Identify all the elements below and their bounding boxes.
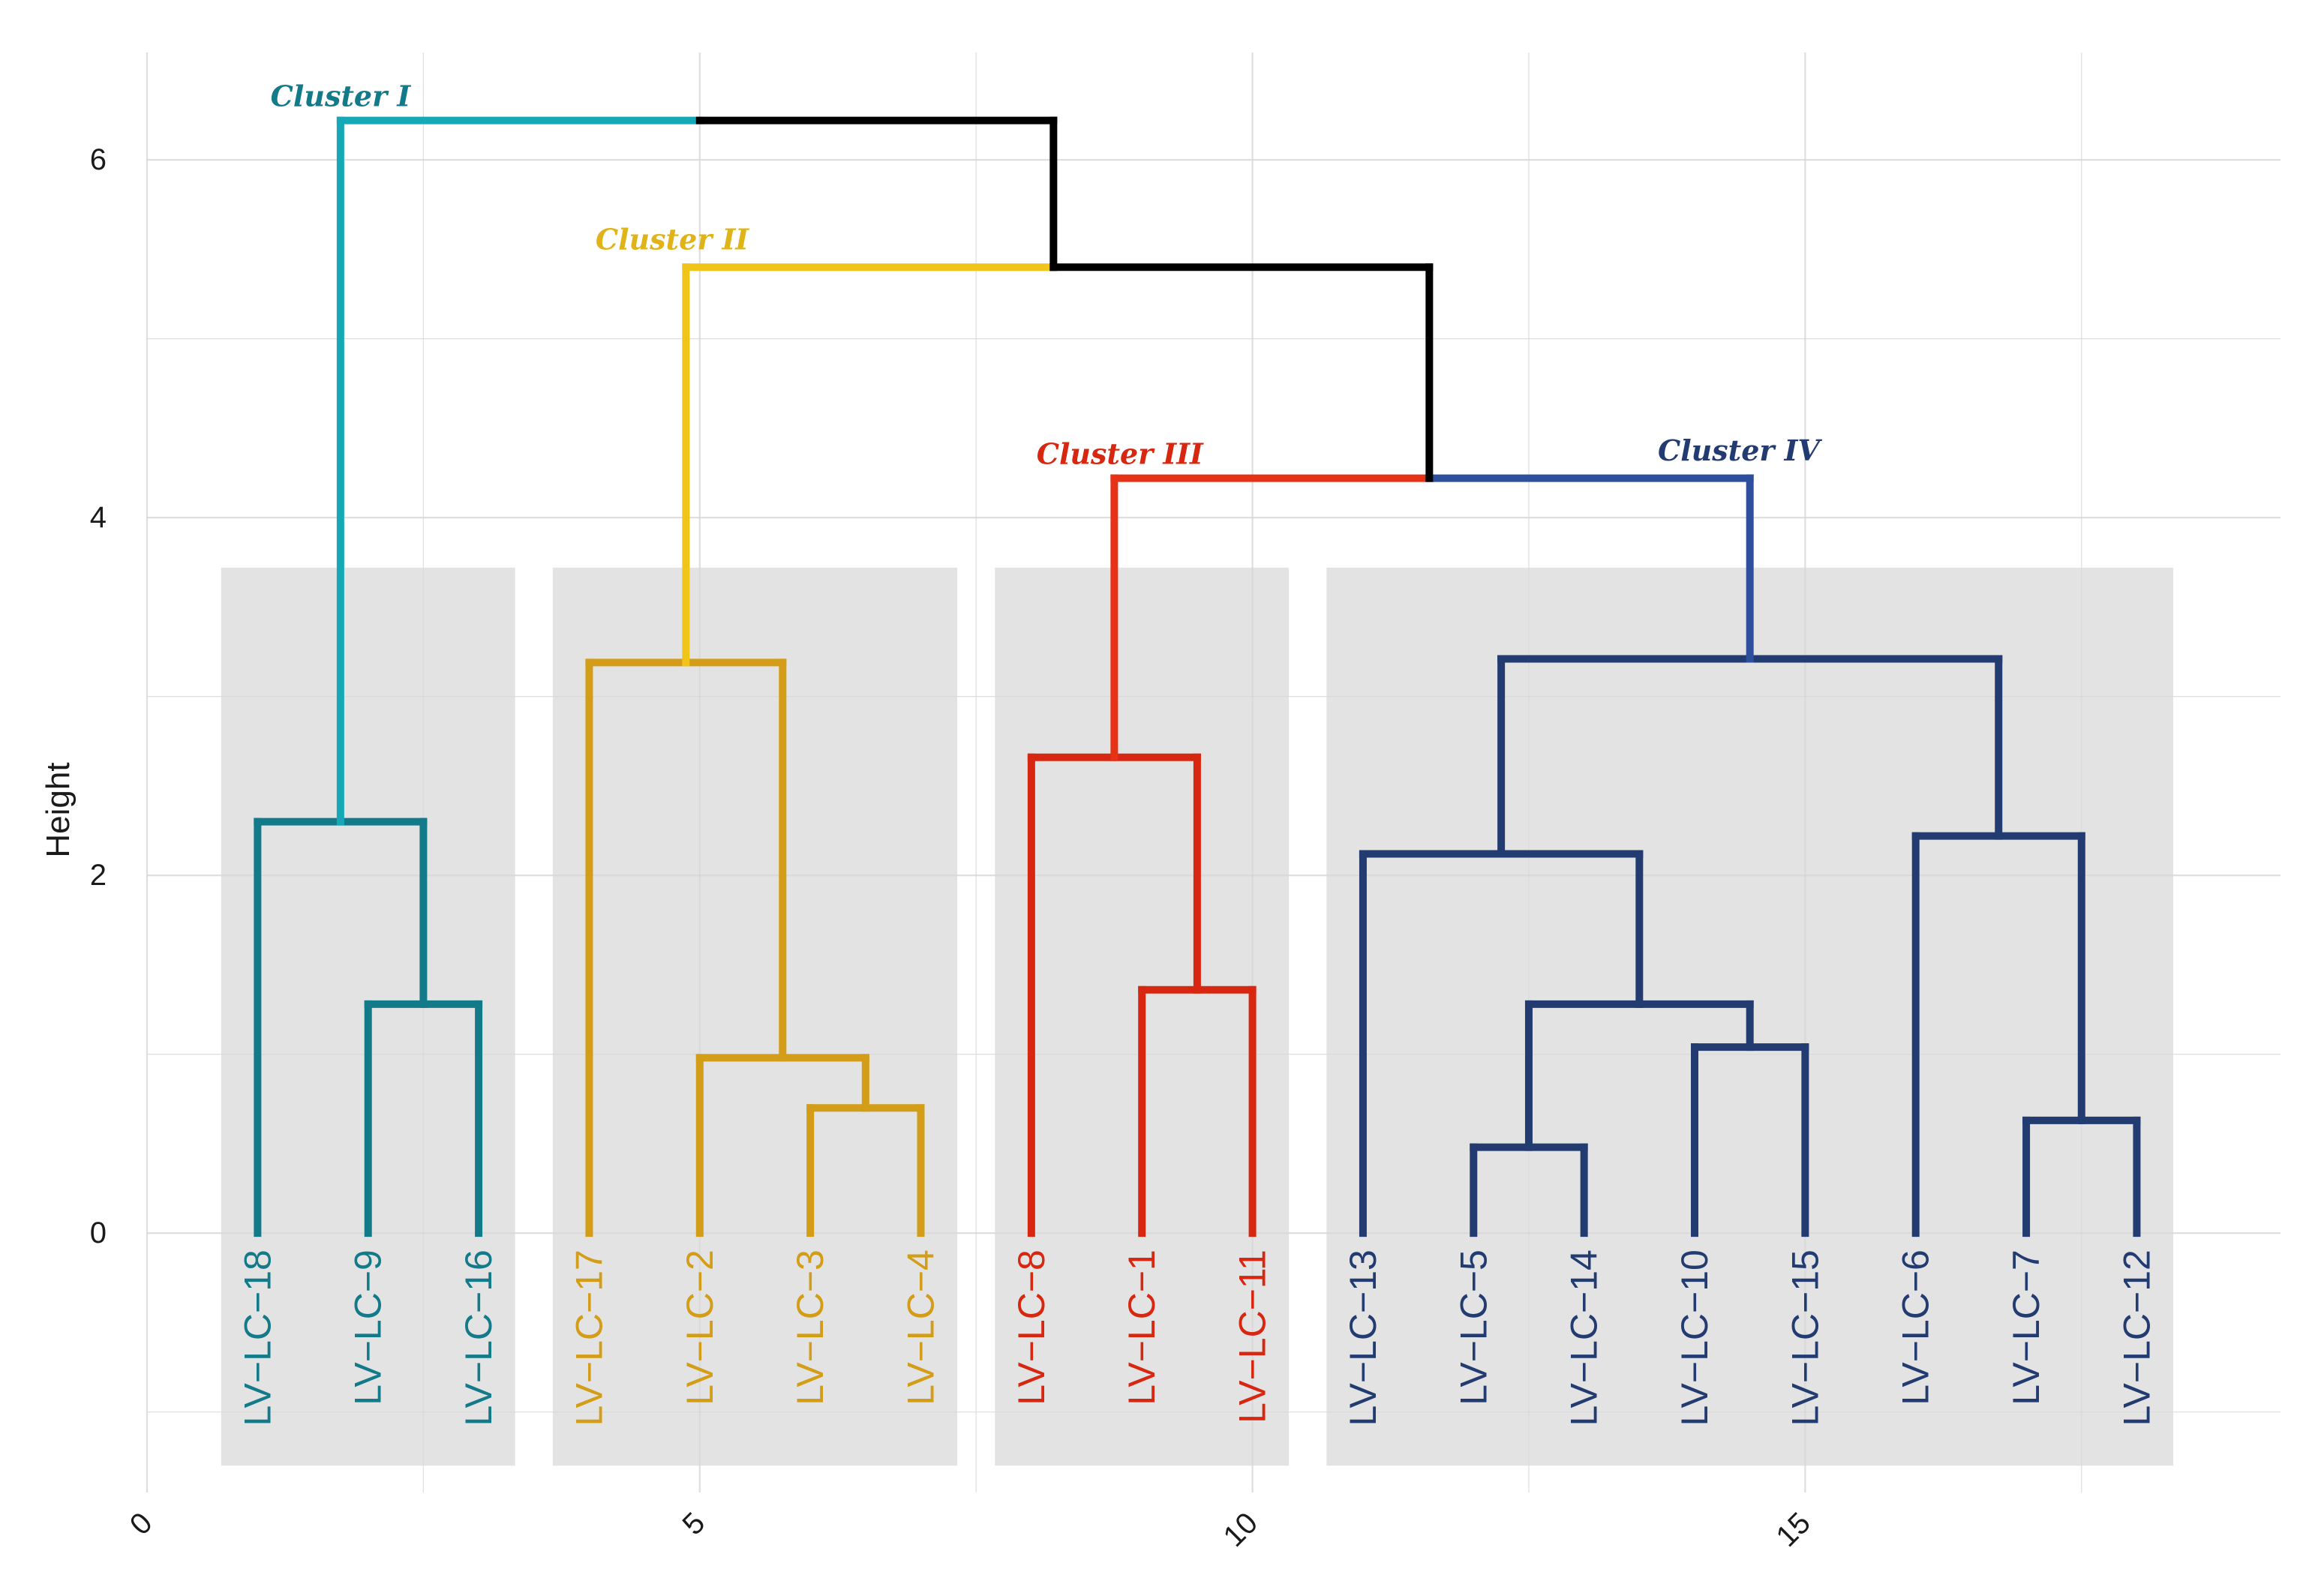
y-tick-label: 0 bbox=[90, 1216, 107, 1250]
leaf-label: LV−LC−1 bbox=[1121, 1250, 1163, 1406]
leaf-label: LV−LC−4 bbox=[900, 1250, 942, 1406]
y-axis-ticks: 0 2 4 6 bbox=[90, 143, 107, 1250]
leaf-label: LV−LC−13 bbox=[1342, 1250, 1384, 1426]
cluster-label-4: Cluster IV bbox=[1658, 434, 1822, 467]
cluster-labels: Cluster I Cluster II Cluster III Cluster IV bbox=[271, 80, 1823, 471]
leaf-label: LV−LC−16 bbox=[458, 1250, 500, 1426]
leaf-label: LV−LC−5 bbox=[1452, 1250, 1494, 1406]
cluster-label-2: Cluster II bbox=[596, 222, 749, 256]
leaf-label: LV−LC−9 bbox=[347, 1250, 389, 1406]
y-tick-label: 6 bbox=[90, 143, 107, 176]
leaf-label: LV−LC−14 bbox=[1563, 1250, 1605, 1426]
leaf-label: LV−LC−11 bbox=[1232, 1250, 1274, 1424]
leaf-label: LV−LC−12 bbox=[2115, 1250, 2157, 1426]
dendrogram-branches bbox=[254, 116, 2141, 1238]
cluster-label-1: Cluster I bbox=[271, 80, 412, 113]
leaf-label: LV−LC−2 bbox=[679, 1250, 721, 1406]
y-tick-label: 4 bbox=[90, 501, 107, 534]
cluster-rectangles bbox=[221, 567, 2174, 1466]
leaf-label: LV−LC−7 bbox=[2005, 1250, 2047, 1406]
leaf-label: LV−LC−10 bbox=[1674, 1250, 1716, 1426]
leaf-label: LV−LC−15 bbox=[1784, 1250, 1826, 1426]
leaf-labels: LV−LC−18 LV−LC−9 LV−LC−16 LV−LC−17 LV−LC−2 LV… bbox=[236, 1250, 2157, 1426]
y-tick-label: 2 bbox=[90, 859, 107, 892]
leaf-label: LV−LC−18 bbox=[236, 1250, 278, 1426]
leaf-label: LV−LC−6 bbox=[1895, 1250, 1937, 1406]
leaf-label: LV−LC−8 bbox=[1010, 1250, 1052, 1406]
y-axis-title: Height bbox=[40, 762, 77, 857]
cluster-rect-2 bbox=[552, 567, 958, 1466]
cluster-label-3: Cluster III bbox=[1037, 437, 1204, 471]
leaf-label: LV−LC−3 bbox=[789, 1250, 831, 1406]
grid-lines-over bbox=[146, 52, 2280, 1492]
leaf-label: LV−LC−17 bbox=[568, 1250, 610, 1426]
